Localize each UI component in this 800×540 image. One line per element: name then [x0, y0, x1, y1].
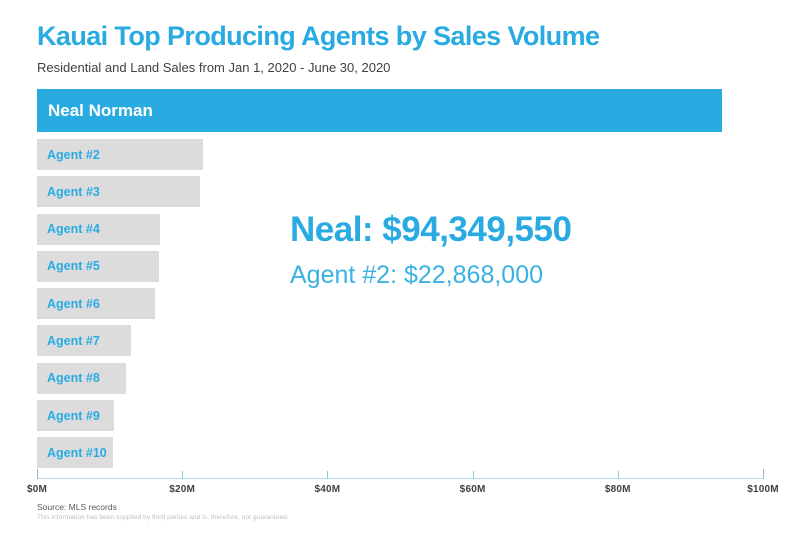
x-axis: $0M $20M $40M $60M $80M $100M: [27, 469, 779, 495]
bar-label: Neal Norman: [48, 100, 153, 120]
source-note: Source: MLS records: [37, 502, 117, 512]
page-title: Kauai Top Producing Agents by Sales Volu…: [37, 21, 600, 51]
bar-label: Agent #10: [47, 445, 107, 460]
axis-tick: [327, 471, 329, 479]
bar-label: Agent #9: [47, 408, 100, 423]
bar-agent-5: Agent #5: [37, 250, 159, 282]
axis-tick-label: $20M: [169, 484, 196, 495]
bar-neal-norman: Neal Norman: [37, 89, 722, 132]
callout: Neal: $94,349,550 Agent #2: $22,868,000: [290, 210, 572, 290]
axis-tick-label: $40M: [314, 484, 341, 495]
bar-label: Agent #8: [47, 371, 100, 386]
bar-agent-4: Agent #4: [37, 213, 160, 245]
disclaimer-note: This information has been supplied by th…: [37, 514, 289, 521]
bar-agent-8: Agent #8: [37, 362, 126, 394]
bar-agent-10: Agent #10: [37, 437, 114, 469]
axis-tick: [182, 471, 184, 479]
bar-chart: Neal Norman Agent #2 Agent #3 Agent #4 Agent…: [37, 89, 763, 469]
bar-label: Agent #7: [47, 333, 100, 348]
page-subtitle: Residential and Land Sales from Jan 1, 2…: [37, 60, 391, 75]
bar-agent-7: Agent #7: [37, 325, 132, 357]
axis-tick: [617, 471, 619, 479]
bar-agent-3: Agent #3: [37, 176, 201, 208]
bar-label: Agent #3: [47, 184, 100, 199]
axis-tick: [763, 469, 764, 479]
axis-tick-label: $0M: [26, 484, 48, 495]
bar-agent-2: Agent #2: [37, 139, 203, 170]
axis-tick-label: $100M: [747, 484, 779, 495]
callout-primary-value: Neal: $94,349,550: [290, 210, 572, 249]
bar-label: Agent #4: [47, 222, 100, 237]
bar-agent-9: Agent #9: [37, 400, 114, 432]
axis-tick-label: $80M: [604, 484, 631, 495]
bar-label: Agent #6: [47, 296, 100, 311]
axis-tick: [37, 469, 38, 479]
axis-tick: [472, 471, 474, 479]
axis-tick-label: $60M: [459, 484, 486, 495]
bar-agent-6: Agent #6: [37, 288, 155, 320]
bar-label: Agent #5: [47, 259, 100, 274]
bar-label: Agent #2: [47, 147, 100, 162]
callout-secondary-value: Agent #2: $22,868,000: [290, 261, 544, 289]
